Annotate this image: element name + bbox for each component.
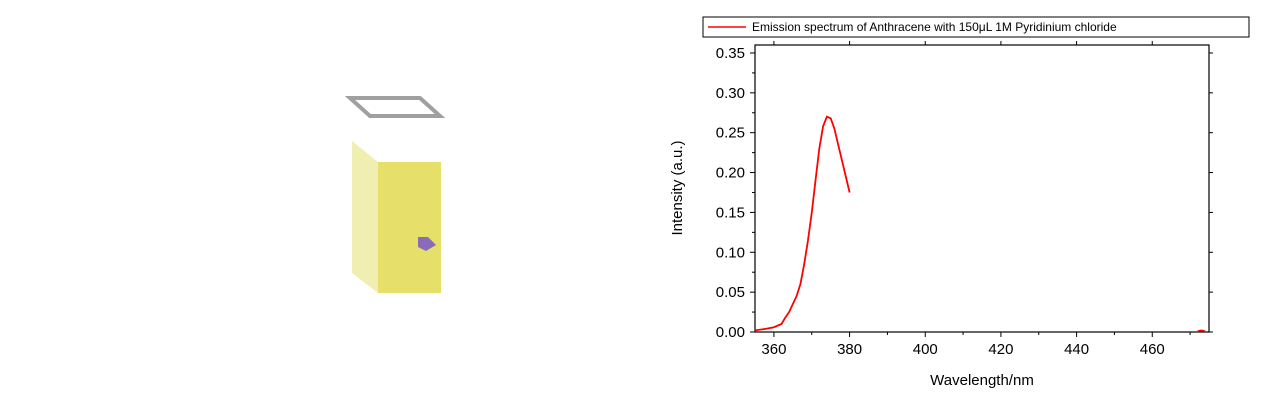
- y-tick-label: 0.05: [716, 284, 745, 301]
- y-tick-label: 0.00: [716, 324, 745, 341]
- cuvette-side-face: [352, 141, 378, 293]
- y-tick-label: 0.25: [716, 125, 745, 142]
- data-lines: [754, 115, 1206, 333]
- x-tick-label: 440: [1064, 341, 1089, 358]
- legend-box: [702, 16, 1250, 38]
- y-tick-label: 0.10: [716, 244, 745, 261]
- y-tick-label: 0.20: [716, 165, 745, 182]
- y-tick-labels: 0.00 0.05 0.10 0.15 0.20 0.25 0.30 0.35: [716, 45, 745, 341]
- cuvette-front-face: [378, 162, 441, 293]
- cuvette-cap: [344, 96, 446, 118]
- y-tick-label: 0.35: [716, 45, 745, 62]
- y-tick-label: 0.30: [716, 85, 745, 102]
- x-tick-label: 400: [913, 341, 938, 358]
- x-tick-label: 360: [761, 341, 786, 358]
- x-axis-title: Wavelength/nm: [930, 372, 1034, 389]
- y-axis-title: Intensity (a.u.): [669, 140, 686, 235]
- axis-ticks: [750, 41, 1213, 337]
- x-tick-label: 420: [988, 341, 1013, 358]
- cuvette-illustration: [344, 96, 446, 293]
- x-tick-labels: 360 380 400 420 440 460: [761, 341, 1164, 358]
- x-tick-label: 460: [1140, 341, 1165, 358]
- emission-chart: Emission spectrum of Anthracene with 150…: [669, 16, 1250, 389]
- x-tick-label: 380: [837, 341, 862, 358]
- series-line: [754, 115, 851, 332]
- series-line: [1197, 329, 1206, 333]
- legend-label: Emission spectrum of Anthracene with 150…: [752, 20, 1117, 34]
- y-tick-label: 0.15: [716, 204, 745, 221]
- plot-frame: [754, 44, 1210, 333]
- emission-arrow-icon: [418, 237, 436, 251]
- legend: Emission spectrum of Anthracene with 150…: [702, 16, 1250, 38]
